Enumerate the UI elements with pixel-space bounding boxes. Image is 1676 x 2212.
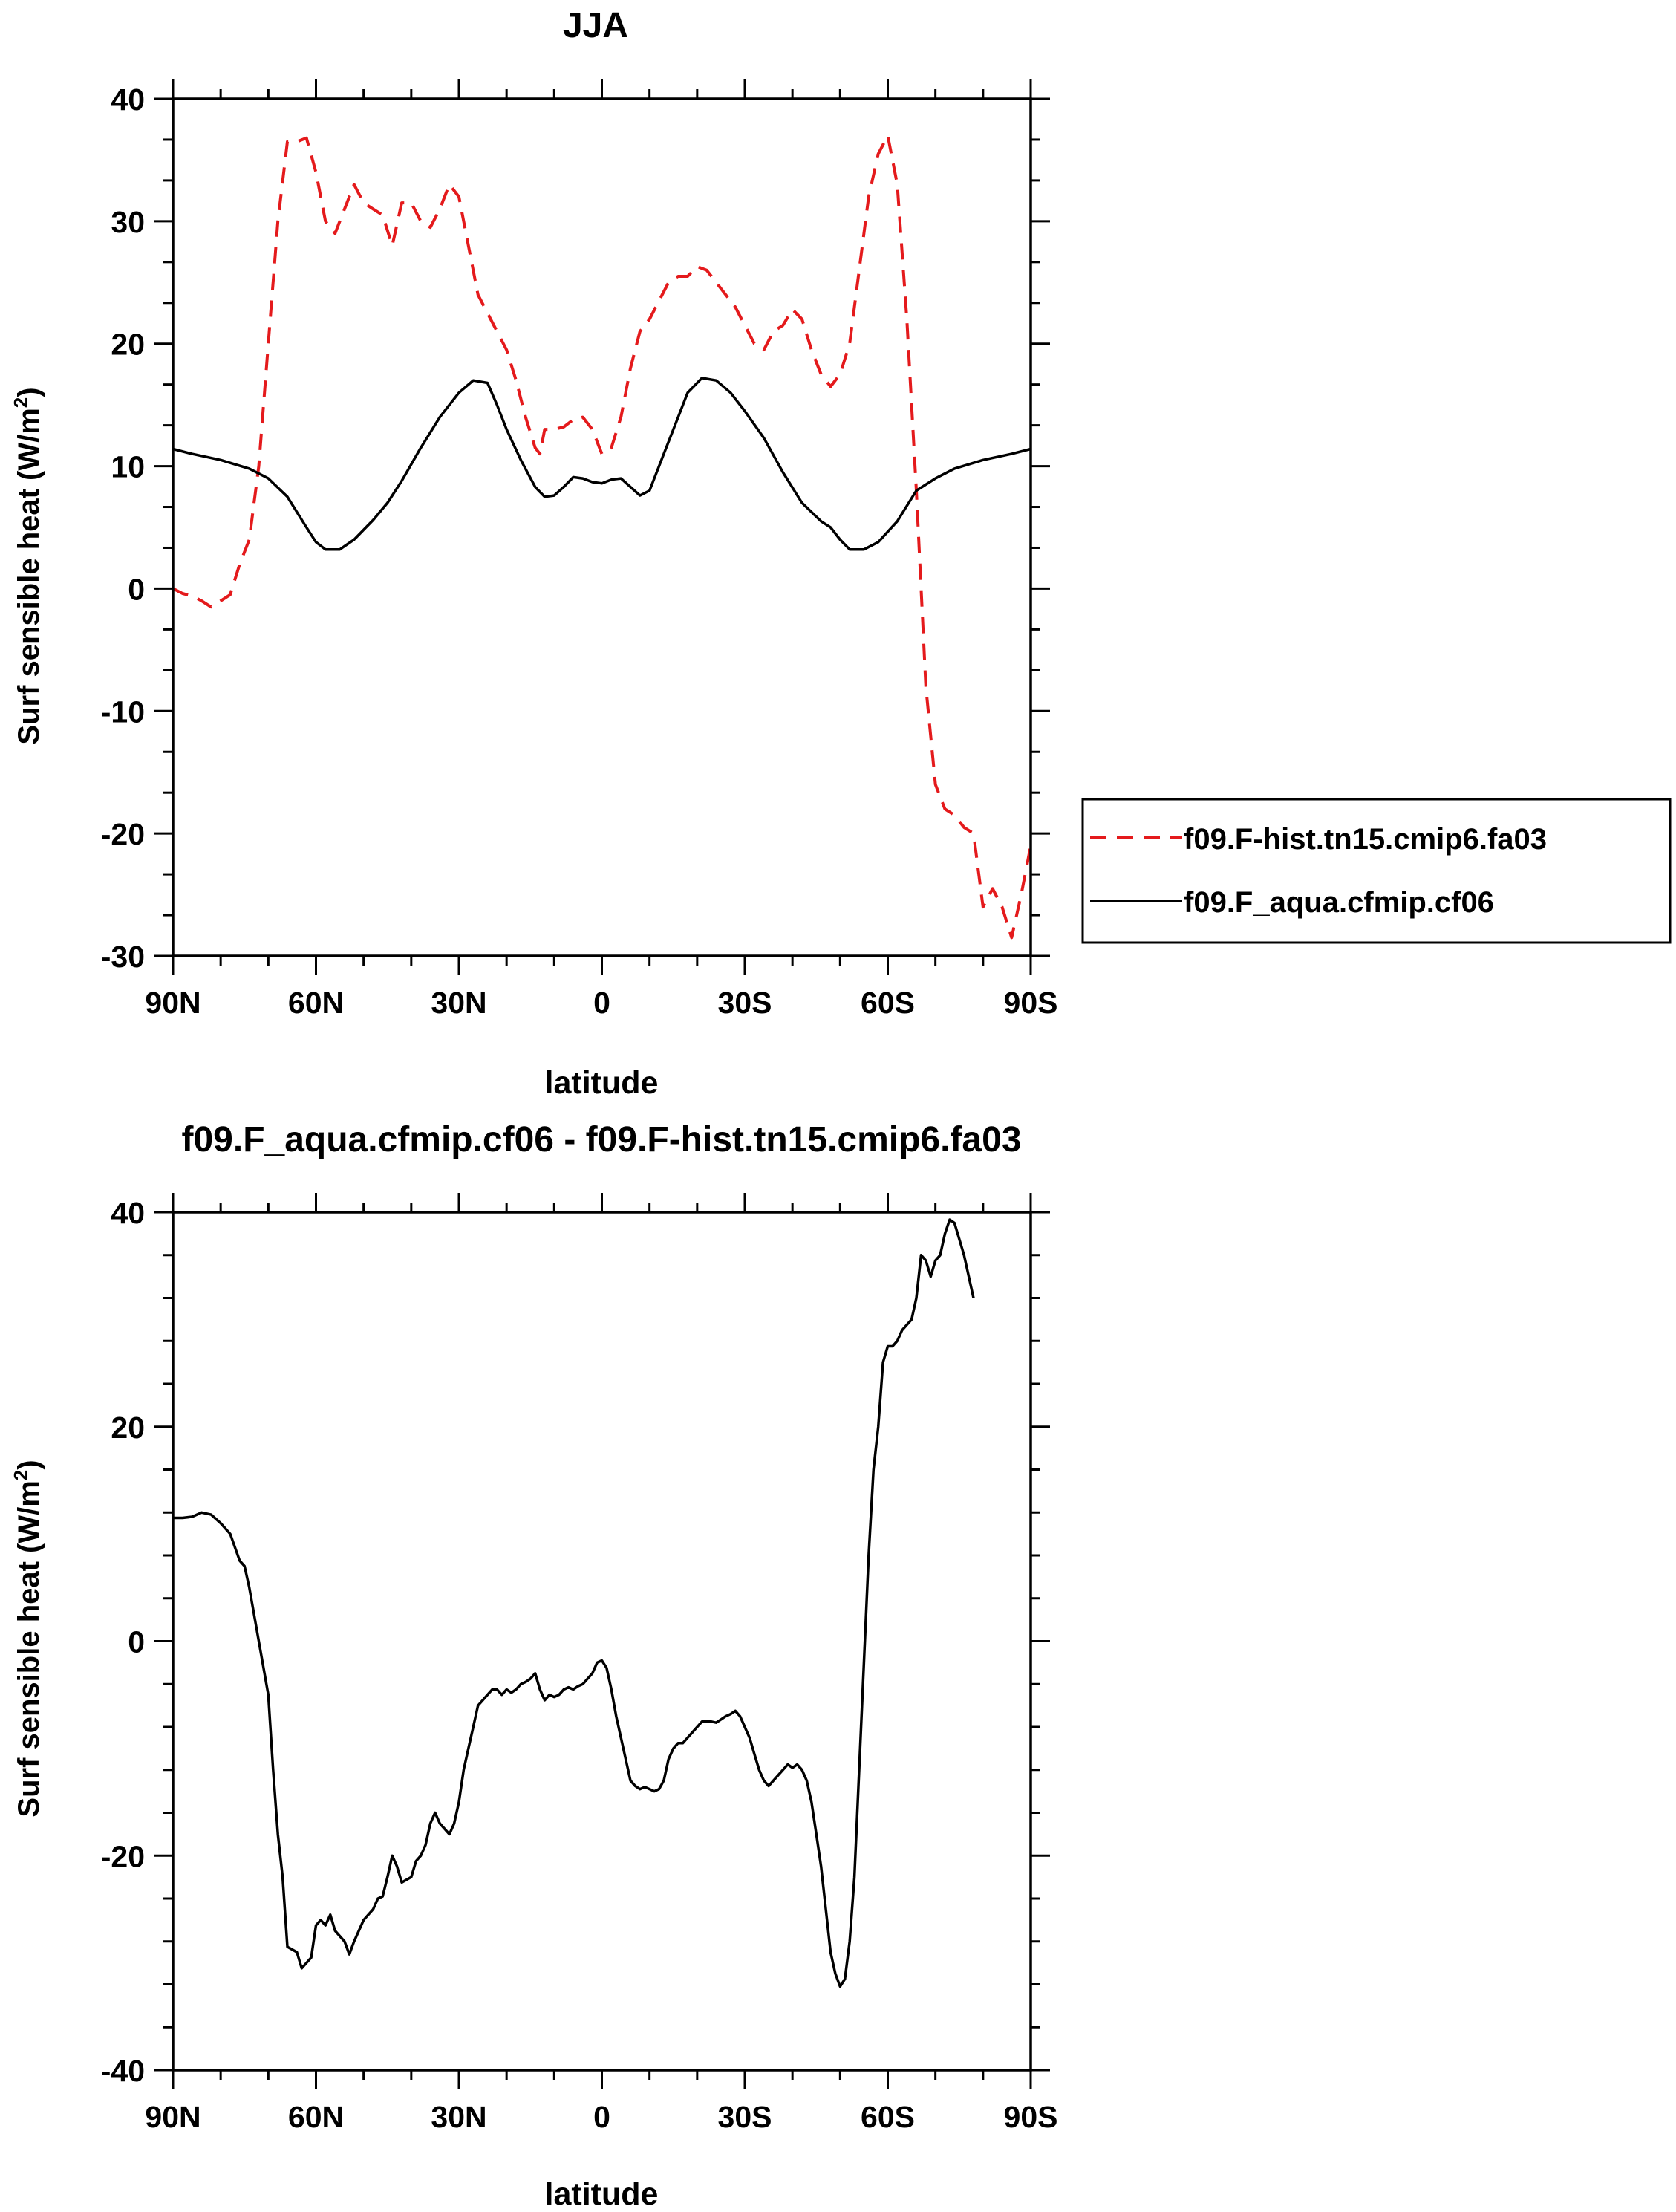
bottom-x-tick-label: 0 xyxy=(593,2100,610,2134)
top-y-ticks: -30 -20 -10 0 10 20 30 40 xyxy=(101,82,1050,974)
bottom-y-tick-label: 0 xyxy=(128,1625,145,1659)
top-y-tick-label: -20 xyxy=(101,817,145,851)
top-x-tick-label: 90S xyxy=(1004,986,1058,1020)
top-legend: f09.F-hist.tn15.cmip6.fa03 f09.F_aqua.cf… xyxy=(1081,798,1672,944)
bottom-panel: f09.F_aqua.cfmip.cf06 - f09.F-hist.tn15.… xyxy=(10,1120,1057,2212)
top-legend-label-0: f09.F-hist.tn15.cmip6.fa03 xyxy=(1184,823,1547,856)
top-legend-box xyxy=(1081,798,1672,944)
top-y-axis-label-main: Surf sensible heat (W/m xyxy=(13,408,45,744)
top-y-tick-label: 40 xyxy=(111,82,145,117)
top-y-axis-label-close: ) xyxy=(13,387,45,397)
bottom-y-tick-label: -20 xyxy=(101,1839,145,1873)
bottom-plot-frame xyxy=(172,1211,1032,2072)
bottom-x-tick-label: 60N xyxy=(288,2100,344,2134)
top-x-ticks: 90N 60N 30N 0 30S 60S 90S xyxy=(145,79,1057,1020)
bottom-y-tick-label: 20 xyxy=(111,1411,145,1445)
bottom-y-ticks: -40 -20 0 20 40 xyxy=(101,1196,1050,2088)
bottom-x-ticks: 90N 60N 30N 0 30S 60S 90S xyxy=(145,1193,1057,2134)
top-y-tick-label: 0 xyxy=(128,572,145,606)
bottom-y-axis-label-close: ) xyxy=(13,1460,45,1469)
top-panel: JJA Surf sensible heat (W/m2) -30 -20 -10 0… xyxy=(10,6,1672,1101)
top-x-tick-label: 30N xyxy=(431,986,486,1020)
bottom-x-tick-label: 30S xyxy=(718,2100,772,2134)
bottom-y-axis-label: Surf sensible heat (W/m2) xyxy=(10,1460,45,1817)
bottom-y-tick-label: 40 xyxy=(111,1196,145,1230)
top-y-tick-label: -30 xyxy=(101,940,145,974)
bottom-x-axis-label: latitude xyxy=(545,2176,659,2212)
top-chart-title: JJA xyxy=(563,6,628,45)
top-x-tick-label: 90N xyxy=(145,986,200,1020)
top-series-line-1 xyxy=(172,377,1031,551)
bottom-y-tick-label: -40 xyxy=(101,2054,145,2088)
top-legend-label-1: f09.F_aqua.cfmip.cf06 xyxy=(1184,886,1494,919)
bottom-x-tick-label: 30N xyxy=(431,2100,486,2134)
top-y-axis-label: Surf sensible heat (W/m2) xyxy=(10,387,45,744)
top-x-tick-label: 0 xyxy=(593,986,610,1020)
top-x-axis-label: latitude xyxy=(545,1065,659,1101)
top-y-tick-label: 30 xyxy=(111,205,145,239)
bottom-x-tick-label: 90S xyxy=(1004,2100,1058,2134)
top-series-line-0 xyxy=(172,134,1032,940)
bottom-series-lines xyxy=(173,1218,975,1988)
top-y-tick-label: 10 xyxy=(111,450,145,484)
top-series-lines xyxy=(172,134,1032,940)
bottom-x-tick-label: 60S xyxy=(861,2100,915,2134)
bottom-y-axis-label-superscript: 2 xyxy=(10,1470,32,1480)
top-x-tick-label: 60N xyxy=(288,986,344,1020)
top-y-tick-label: -10 xyxy=(101,694,145,729)
bottom-y-axis-label-main: Surf sensible heat (W/m xyxy=(13,1480,45,1817)
top-x-tick-label: 30S xyxy=(718,986,772,1020)
top-x-tick-label: 60S xyxy=(861,986,915,1020)
bottom-x-tick-label: 90N xyxy=(145,2100,200,2134)
bottom-series-line-0 xyxy=(173,1218,975,1988)
top-y-axis-label-superscript: 2 xyxy=(10,397,32,408)
bottom-chart-title: f09.F_aqua.cfmip.cf06 - f09.F-hist.tn15.… xyxy=(181,1120,1021,1159)
top-y-tick-label: 20 xyxy=(111,328,145,362)
top-plot-frame xyxy=(172,97,1032,957)
